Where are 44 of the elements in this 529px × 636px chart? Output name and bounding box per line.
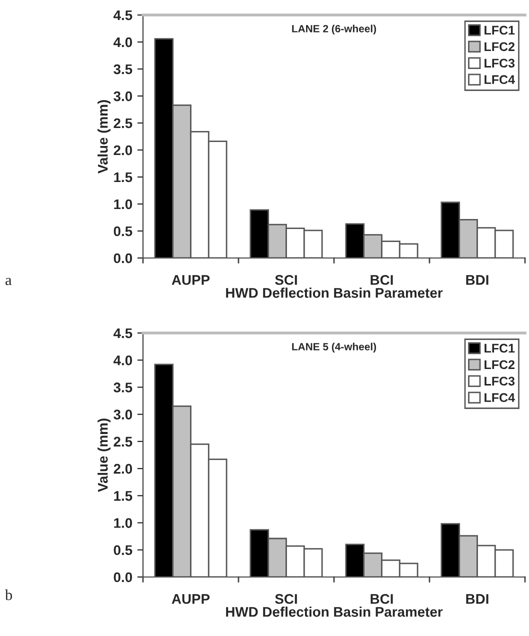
- legend-label: LFC2: [484, 360, 514, 370]
- y-tick-label: 2.0: [114, 464, 132, 474]
- y-tick-label: 1.0: [114, 518, 132, 528]
- text: LANE 2 (6-wheel): [292, 24, 376, 34]
- x-tick-label: BDI: [466, 594, 488, 604]
- x-tick-label: SCI: [275, 594, 297, 604]
- x-axis-title: HWD Deflection Basin Parameter: [226, 606, 443, 617]
- legend-label: LFC3: [484, 376, 515, 386]
- text: b: [5, 589, 12, 600]
- legend-label: LFC2: [484, 42, 514, 52]
- x-tick-label: SCI: [275, 275, 297, 285]
- y-tick-label: 3.0: [114, 91, 132, 102]
- y-tick-label: 3.5: [114, 64, 132, 74]
- text: LANE 5 (4-wheel): [292, 342, 376, 352]
- y-tick-label: 1.0: [114, 199, 132, 210]
- legend-label: LFC4: [484, 75, 515, 84]
- y-tick-label: 2.5: [114, 436, 132, 447]
- y-axis-title: Value (mm): [98, 418, 110, 492]
- x-tick-label: AUPP: [172, 594, 210, 604]
- x-tick-label: BCI: [370, 275, 393, 285]
- y-tick-label: 4.0: [113, 37, 132, 48]
- y-tick-label: 4.5: [113, 328, 132, 338]
- y-tick-label: 0.5: [114, 545, 132, 556]
- x-tick-label: AUPP: [172, 275, 210, 285]
- y-tick-label: 2.0: [114, 145, 132, 156]
- y-tick-label: 4.0: [113, 355, 132, 366]
- y-tick-label: 0.0: [114, 572, 132, 582]
- x-tick-label: BDI: [466, 275, 488, 285]
- y-tick-label: 0.0: [114, 253, 132, 264]
- legend-label: LFC3: [484, 58, 515, 68]
- legend-label: LFC1: [484, 26, 515, 35]
- y-tick-label: 1.5: [114, 172, 132, 182]
- y-tick-label: 4.5: [113, 10, 132, 20]
- y-tick-label: 0.5: [114, 226, 132, 236]
- y-axis-title: Value (mm): [98, 100, 110, 174]
- x-axis-title: HWD Deflection Basin Parameter: [226, 288, 443, 298]
- legend-label: LFC1: [484, 344, 515, 353]
- y-tick-label: 1.5: [114, 491, 132, 501]
- x-tick-label: BCI: [370, 594, 393, 604]
- legend-label: LFC4: [484, 393, 515, 402]
- text: a: [6, 278, 12, 286]
- y-tick-label: 3.0: [114, 410, 132, 420]
- y-tick-label: 3.5: [114, 382, 132, 392]
- y-tick-label: 2.5: [114, 118, 132, 128]
